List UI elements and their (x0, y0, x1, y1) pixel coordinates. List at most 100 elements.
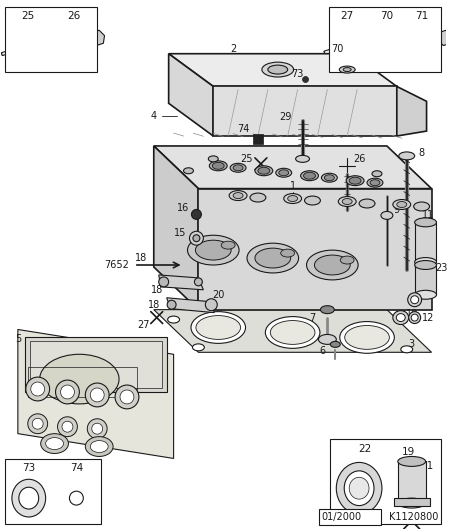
Text: 70: 70 (380, 11, 393, 21)
Ellipse shape (342, 199, 352, 204)
Ellipse shape (233, 193, 243, 199)
Polygon shape (367, 34, 415, 53)
Polygon shape (438, 30, 450, 46)
Text: 73: 73 (22, 464, 36, 473)
Ellipse shape (340, 322, 394, 353)
Ellipse shape (345, 326, 389, 349)
Ellipse shape (396, 314, 405, 322)
Text: 8: 8 (418, 148, 425, 158)
Ellipse shape (188, 235, 239, 265)
Text: 7652: 7652 (104, 260, 130, 270)
Polygon shape (169, 54, 397, 87)
Ellipse shape (69, 491, 83, 505)
Text: 20: 20 (212, 290, 225, 300)
Ellipse shape (367, 178, 383, 187)
Polygon shape (198, 189, 432, 310)
Bar (414, 265, 436, 295)
Bar (330, 439, 441, 524)
Ellipse shape (45, 438, 63, 450)
Bar (414, 222, 436, 262)
Ellipse shape (189, 232, 203, 245)
Text: 13: 13 (423, 291, 435, 301)
Ellipse shape (258, 167, 270, 174)
Ellipse shape (315, 255, 350, 275)
Bar (398, 461, 426, 503)
Text: 01/2000: 01/2000 (321, 512, 361, 522)
Ellipse shape (320, 306, 334, 314)
Ellipse shape (349, 477, 369, 499)
Text: 25: 25 (21, 11, 34, 21)
Ellipse shape (372, 171, 382, 177)
Polygon shape (363, 31, 377, 46)
Ellipse shape (167, 300, 176, 309)
Text: 74: 74 (70, 464, 83, 473)
Ellipse shape (250, 193, 266, 202)
Ellipse shape (381, 211, 393, 219)
Ellipse shape (58, 417, 77, 436)
Ellipse shape (212, 162, 224, 169)
Text: 1: 1 (290, 181, 296, 191)
Polygon shape (408, 29, 421, 44)
Ellipse shape (302, 76, 309, 82)
Text: 16: 16 (177, 203, 189, 213)
Polygon shape (213, 87, 397, 136)
Ellipse shape (270, 321, 315, 345)
Ellipse shape (92, 423, 103, 434)
Ellipse shape (397, 202, 407, 208)
Ellipse shape (340, 256, 354, 264)
Text: 25: 25 (240, 154, 252, 164)
Ellipse shape (344, 471, 374, 506)
Polygon shape (18, 329, 174, 458)
Ellipse shape (230, 164, 246, 172)
Text: 2: 2 (230, 44, 236, 54)
Ellipse shape (196, 315, 241, 339)
Ellipse shape (276, 168, 292, 177)
Ellipse shape (255, 166, 273, 176)
Text: 5: 5 (15, 335, 21, 345)
Ellipse shape (208, 156, 218, 162)
Ellipse shape (193, 344, 204, 351)
Ellipse shape (221, 241, 235, 249)
Ellipse shape (194, 278, 202, 286)
Ellipse shape (343, 67, 351, 72)
Ellipse shape (304, 172, 315, 179)
Ellipse shape (281, 249, 295, 257)
Text: 18: 18 (151, 285, 163, 295)
Bar (5, 459, 101, 524)
Ellipse shape (279, 170, 289, 176)
Text: 71: 71 (415, 11, 428, 21)
Ellipse shape (191, 312, 246, 344)
Text: 29: 29 (279, 112, 292, 122)
Ellipse shape (229, 191, 247, 201)
Text: 26: 26 (353, 154, 365, 164)
Ellipse shape (86, 436, 113, 457)
Text: 18: 18 (148, 299, 160, 310)
Ellipse shape (288, 195, 297, 202)
Text: 22: 22 (359, 443, 372, 453)
Ellipse shape (370, 179, 380, 186)
Ellipse shape (262, 62, 294, 77)
Ellipse shape (87, 419, 107, 439)
Text: 7: 7 (309, 313, 315, 322)
Text: 6: 6 (320, 346, 325, 356)
Ellipse shape (255, 248, 291, 268)
Text: 70: 70 (331, 44, 343, 54)
Ellipse shape (247, 243, 299, 273)
Ellipse shape (12, 479, 45, 517)
Text: 11: 11 (423, 210, 435, 220)
Ellipse shape (86, 383, 109, 407)
Ellipse shape (159, 277, 169, 287)
Ellipse shape (209, 161, 227, 171)
Ellipse shape (90, 388, 104, 402)
Ellipse shape (120, 390, 134, 404)
Ellipse shape (409, 312, 421, 323)
Ellipse shape (398, 457, 426, 466)
Ellipse shape (359, 199, 375, 208)
Ellipse shape (55, 380, 79, 404)
Ellipse shape (338, 196, 356, 207)
Bar (320, 509, 381, 525)
Ellipse shape (414, 261, 436, 269)
Ellipse shape (305, 196, 320, 205)
Polygon shape (324, 37, 370, 55)
Bar (329, 7, 441, 72)
